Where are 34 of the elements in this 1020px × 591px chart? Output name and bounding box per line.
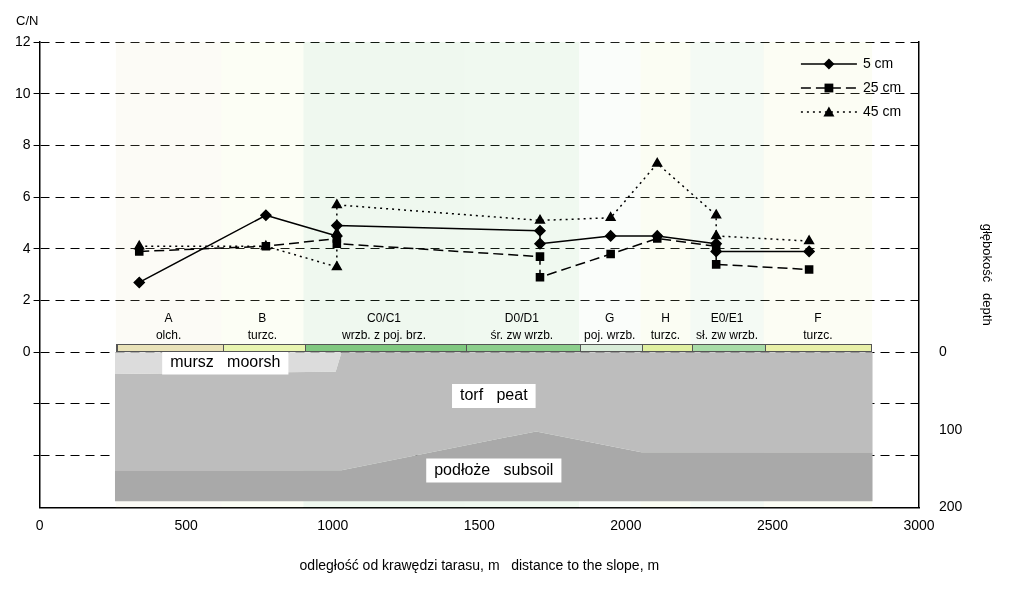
x-tick-label: 1500 bbox=[463, 516, 496, 533]
x-tick-label: 0 bbox=[35, 516, 44, 533]
x-axis-title: odległość od krawędzi tarasu, m distance to the slope, m bbox=[299, 557, 660, 574]
legend-label: 45 cm bbox=[862, 102, 902, 119]
x-tick-label: 2000 bbox=[610, 516, 642, 533]
band-label: B turzc. bbox=[247, 310, 278, 342]
y2-tick-label: 0 bbox=[939, 343, 948, 360]
band-label: F turzc. bbox=[803, 310, 833, 342]
y2-tick-label: 200 bbox=[939, 498, 963, 515]
band-label: A olch. bbox=[155, 310, 182, 342]
legend-label: 25 cm bbox=[862, 78, 902, 95]
y2-tick-label: 100 bbox=[939, 420, 963, 437]
series-label: mursz moorsh bbox=[170, 352, 281, 370]
y-tick-label: 10 bbox=[14, 84, 31, 101]
y-axis-title: C/N bbox=[16, 13, 39, 29]
series-label: podłoże subsoil bbox=[434, 460, 554, 478]
x-tick-label: 2500 bbox=[756, 516, 789, 533]
y-tick-label: 0 bbox=[22, 343, 31, 360]
band-label: D0/D1 śr. zw wrzb. bbox=[490, 310, 554, 342]
y-tick-label: 8 bbox=[22, 136, 31, 153]
y-tick-label: 4 bbox=[22, 239, 31, 256]
x-tick-label: 500 bbox=[174, 516, 199, 533]
y-tick-label: 12 bbox=[14, 32, 31, 49]
x-tick-label: 3000 bbox=[903, 516, 935, 533]
band-label: G poj. wrzb. bbox=[584, 310, 636, 342]
y-tick-label: 6 bbox=[22, 187, 31, 204]
y-tick-label: 2 bbox=[22, 291, 31, 308]
legend-label: 5 cm bbox=[862, 54, 894, 71]
series-label: torf peat bbox=[460, 386, 529, 404]
band-label: C0/C1 wrzb. z poj. brz. bbox=[341, 310, 427, 342]
y2-axis-title: głębokość depth bbox=[979, 223, 995, 326]
x-tick-label: 1000 bbox=[317, 516, 349, 533]
band-label: H turzc. bbox=[650, 310, 681, 342]
band-label: E0/E1 sł. zw wrzb. bbox=[696, 310, 759, 342]
